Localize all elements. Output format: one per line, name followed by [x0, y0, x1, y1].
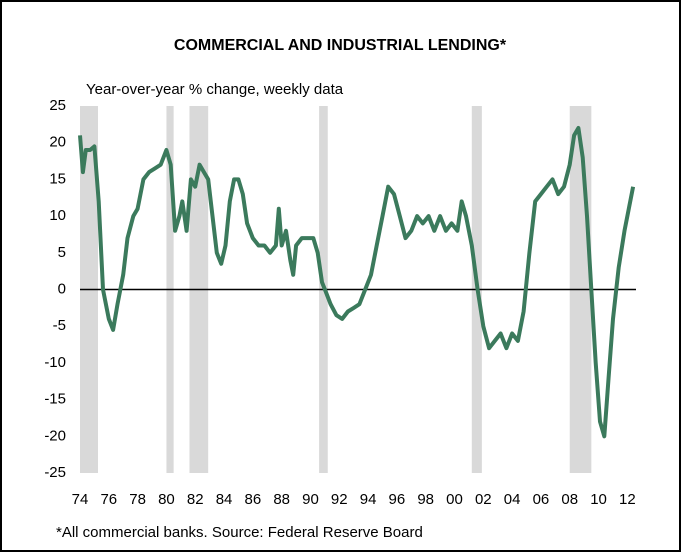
subtitle: Year-over-year % change, weekly data [86, 81, 344, 98]
x-tick-label: 10 [590, 491, 607, 508]
y-tick-label: -15 [44, 391, 66, 408]
x-tick-label: 12 [619, 491, 636, 508]
chart-title: COMMERCIAL AND INDUSTRIAL LENDING* [174, 37, 507, 54]
y-tick-label: 0 [58, 280, 66, 297]
y-tick-label: -5 [53, 317, 66, 334]
x-tick-label: 94 [360, 491, 377, 508]
y-tick-label: 10 [49, 207, 66, 224]
x-tick-label: 98 [417, 491, 434, 508]
y-tick-label: -25 [44, 464, 66, 481]
x-tick-label: 90 [302, 491, 319, 508]
y-tick-label: 15 [49, 170, 66, 187]
x-tick-label: 04 [504, 491, 521, 508]
y-tick-label: 20 [49, 134, 66, 151]
x-tick-label: 82 [187, 491, 204, 508]
x-tick-label: 96 [389, 491, 406, 508]
y-tick-label: 25 [49, 97, 66, 114]
x-tick-label: 84 [216, 491, 233, 508]
y-tick-label: -20 [44, 427, 66, 444]
x-tick-label: 76 [100, 491, 117, 508]
footnote: *All commercial banks. Source: Federal R… [56, 524, 423, 541]
data-line [78, 126, 636, 439]
y-tick-label: -10 [44, 354, 66, 371]
y-tick-label: 5 [58, 244, 66, 261]
x-tick-label: 02 [475, 491, 492, 508]
x-tick-label: 92 [331, 491, 348, 508]
x-tick-label: 08 [561, 491, 578, 508]
x-tick-label: 00 [446, 491, 463, 508]
x-tick-label: 86 [245, 491, 262, 508]
x-tick-label: 74 [72, 491, 89, 508]
x-tick-label: 06 [533, 491, 550, 508]
x-tick-label: 78 [129, 491, 146, 508]
x-tick-label: 88 [273, 491, 290, 508]
x-tick-label: 80 [158, 491, 175, 508]
